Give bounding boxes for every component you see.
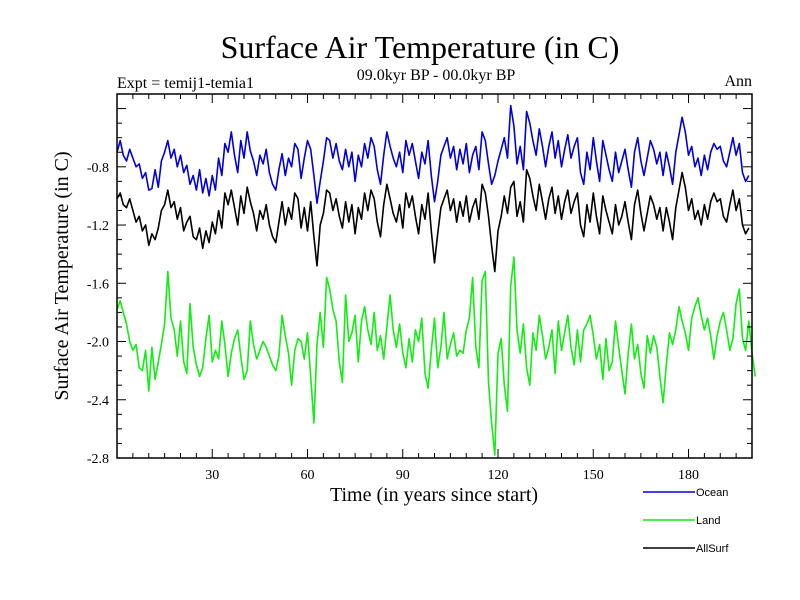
x-tick-label: 120 — [488, 468, 509, 483]
x-tick-label: 60 — [301, 468, 315, 483]
legend: Ocean Land AllSurf — [643, 487, 729, 555]
season-label: Ann — [724, 73, 752, 90]
x-tick-label: 90 — [396, 468, 410, 483]
y-tick-label: -2.0 — [87, 336, 109, 351]
legend-label-land: Land — [696, 515, 720, 527]
y-tick-label: -0.8 — [87, 161, 109, 176]
y-axis-label: Surface Air Temperature (in C) — [51, 151, 73, 400]
series-layer — [116, 104, 756, 456]
y-tick-label: -1.6 — [87, 277, 109, 292]
y-tick-label: -2.4 — [87, 394, 109, 409]
x-axis: 30 60 90 120 150 180 — [132, 94, 737, 483]
y-tick-label: -2.8 — [87, 452, 109, 467]
legend-label-ocean: Ocean — [696, 487, 728, 499]
x-tick-label: 30 — [205, 468, 219, 483]
x-tick-label: 150 — [583, 468, 604, 483]
x-axis-label: Time (in years since start) — [330, 484, 538, 506]
x-tick-label: 180 — [678, 468, 699, 483]
series-line-allsurf — [116, 168, 750, 273]
legend-label-allsurf: AllSurf — [696, 543, 729, 555]
series-line-ocean — [116, 104, 750, 204]
series-line-land — [116, 256, 756, 456]
y-axis: -2.8 -2.4 -2.0 -1.6 -1.2 -0.8 — [87, 108, 752, 467]
chart-title: Surface Air Temperature (in C) — [221, 29, 620, 65]
y-tick-label: -1.2 — [87, 219, 109, 234]
plot-frame — [116, 93, 753, 459]
experiment-label: Expt = temij1-temia1 — [117, 75, 254, 92]
chart-subtitle: 09.0kyr BP - 00.0kyr BP — [357, 67, 516, 84]
